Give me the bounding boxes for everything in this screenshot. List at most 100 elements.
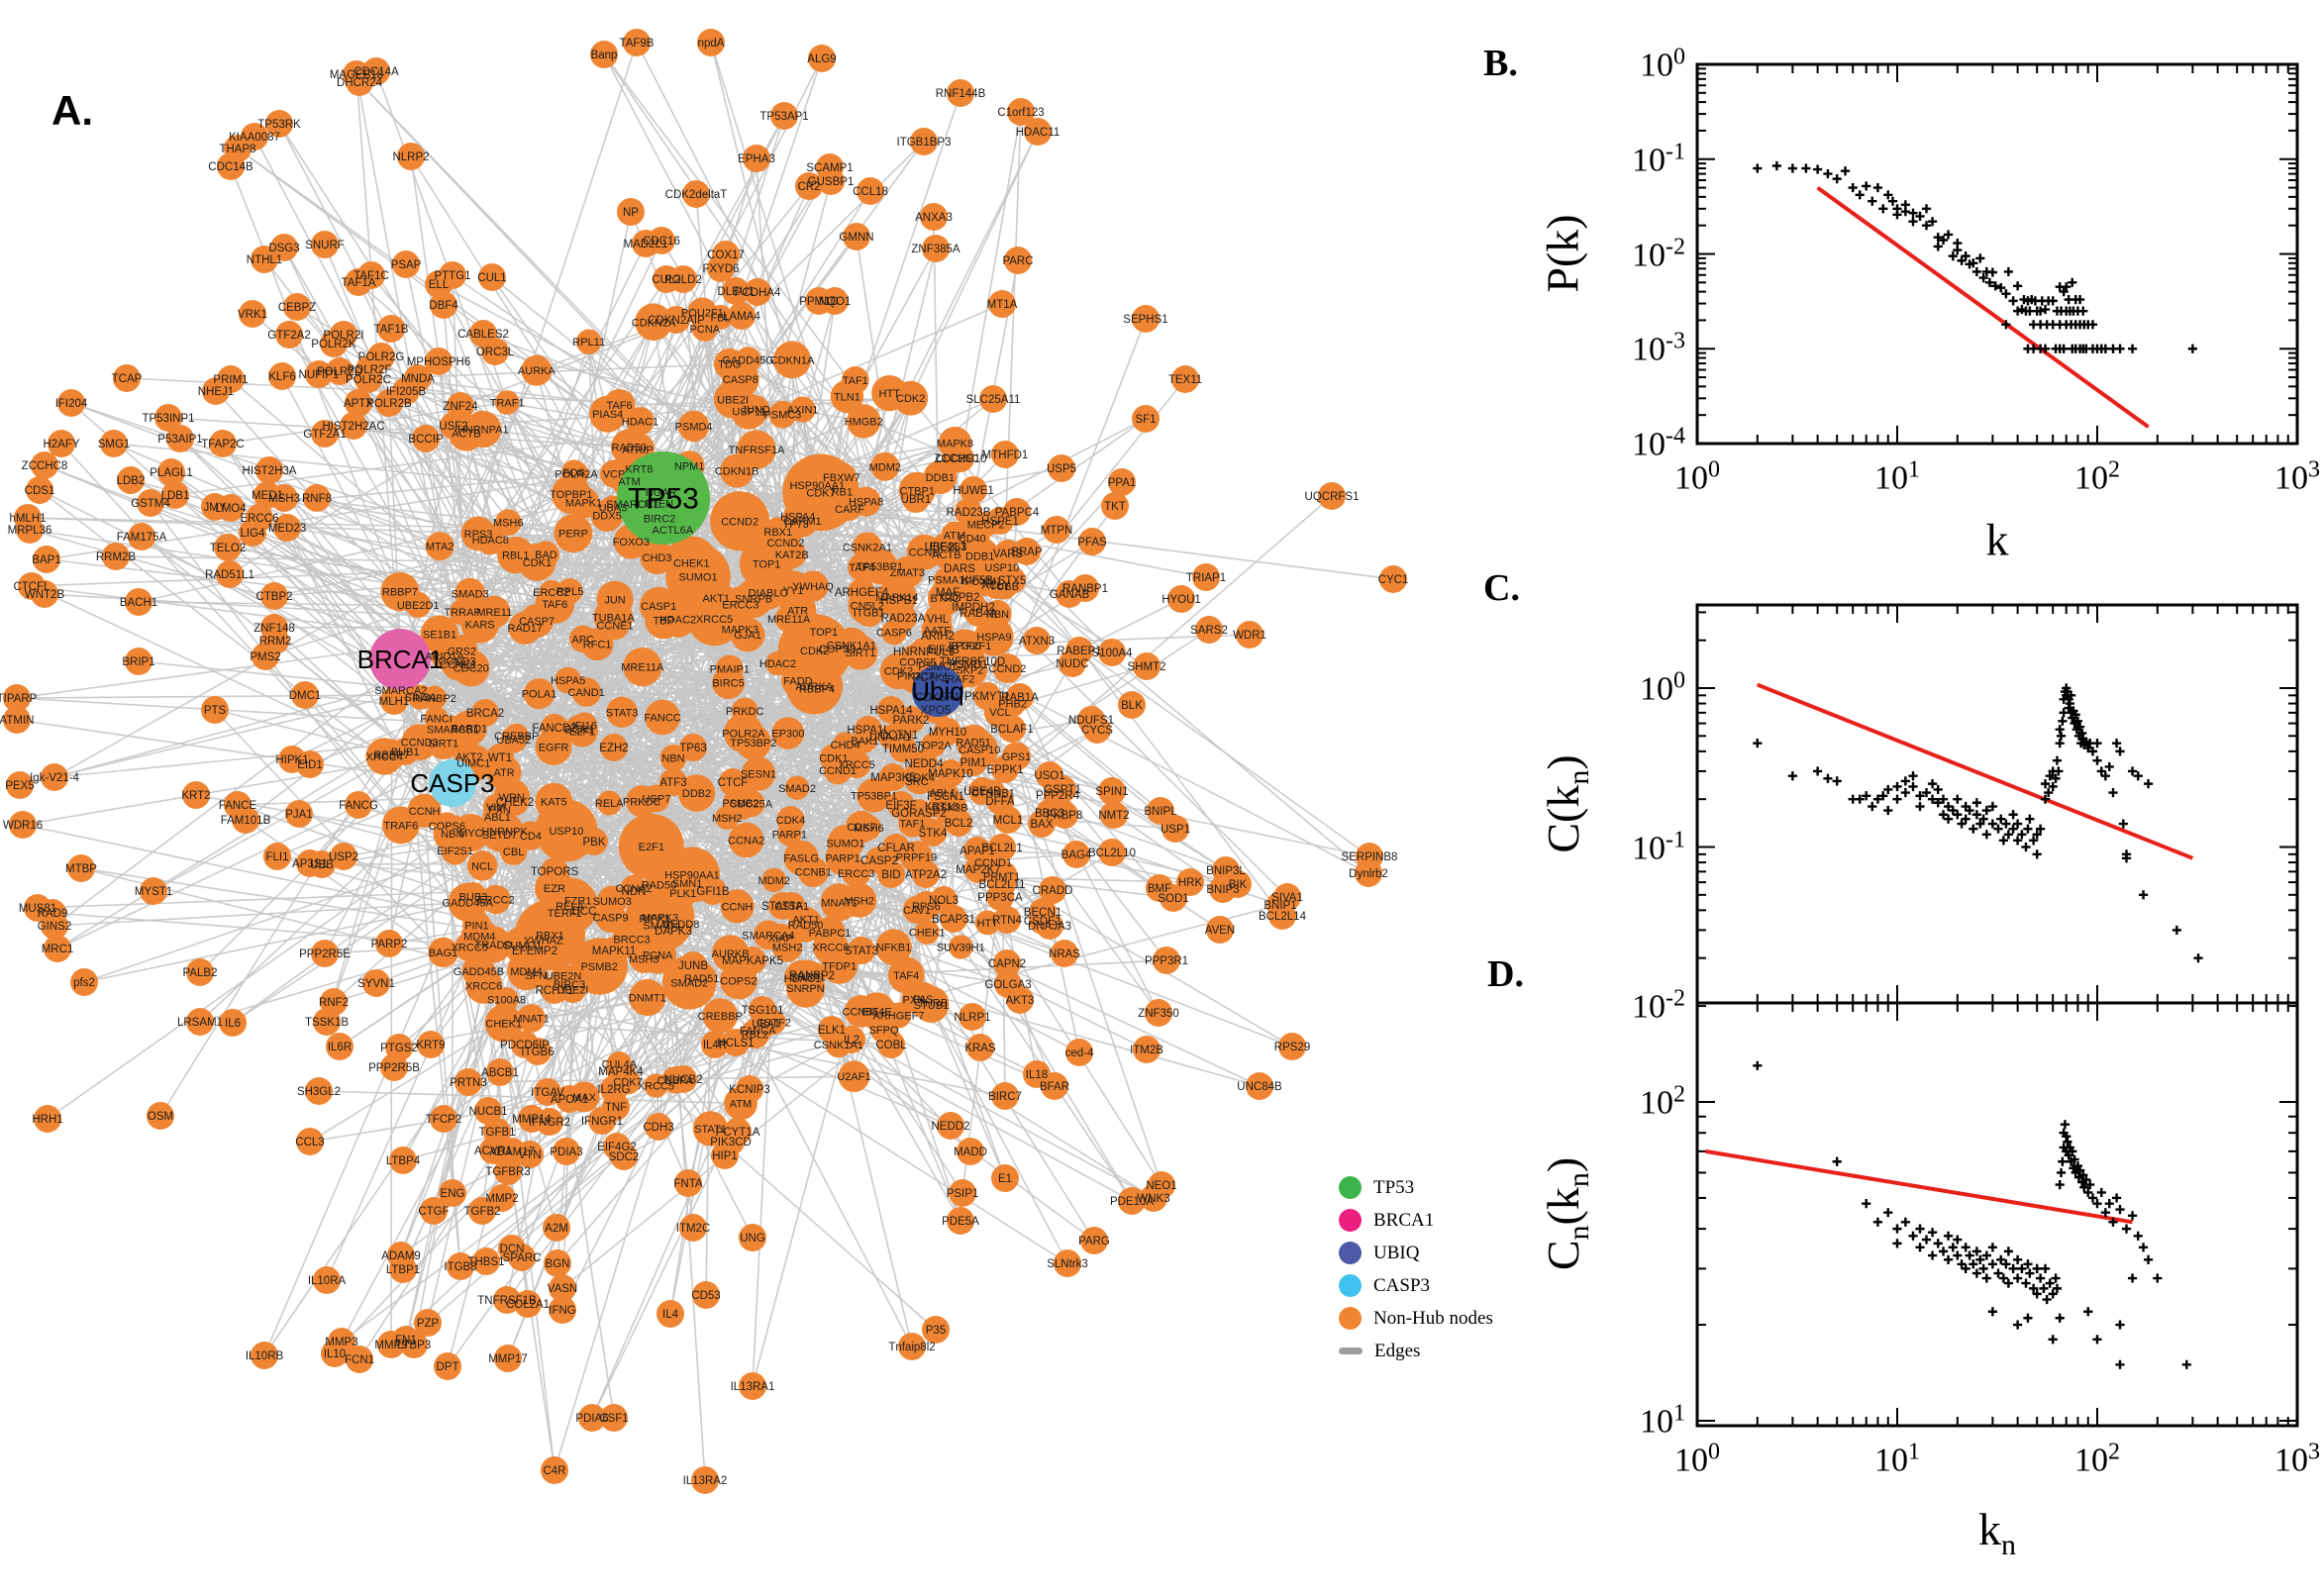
network-node [571,712,598,739]
network-node [639,936,677,974]
network-node [979,385,1007,413]
network-node [800,671,834,706]
network-node [629,978,666,1017]
network-node [321,1340,349,1367]
network-edge [399,658,862,828]
network-node [937,759,964,787]
network-node [669,265,697,293]
node-swatch-icon [1339,1273,1362,1297]
network-edge [444,654,939,692]
network-node [837,496,862,521]
network-node [31,580,58,608]
plot-panel-B [1695,62,2299,446]
network-node [481,338,509,365]
tick-label: 102 [2074,456,2120,497]
data-point [1813,164,1823,174]
data-point [1908,1231,1918,1241]
data-point [1953,794,1963,804]
data-point [2051,1273,2061,1283]
network-node [722,1029,750,1056]
network-node [722,277,750,305]
network-node [710,491,770,551]
network-node [273,514,301,542]
network-node [561,459,586,485]
data-point [1753,163,1763,173]
network-node [420,1197,448,1225]
network-node [777,540,807,569]
data-point [1978,1263,1988,1273]
network-node [252,643,279,670]
data-point [1868,801,1877,812]
network-edge [399,278,667,660]
data-point [2042,1294,2052,1305]
data-point [1933,1239,1943,1248]
network-node [265,110,293,138]
data-point [1868,196,1877,206]
network-node [430,1105,457,1133]
network-node [964,599,992,627]
legend-item-edges: Edges [1339,1338,1493,1363]
network-node [345,268,372,296]
data-point [2133,1231,2143,1241]
data-point [1943,814,1954,824]
plot-frame [1695,62,2299,446]
data-point [2092,1335,2102,1345]
fit-line [1816,185,2150,429]
network-node [553,1138,580,1165]
network-edge [341,1021,774,1343]
network-node [376,739,407,770]
network-node [737,789,765,818]
legend-item-non-hub-nodes: Non-Hub nodes [1339,1305,1493,1331]
tick-label: 100 [1674,1439,1720,1479]
data-point [1892,1224,1902,1234]
tick-label: 10-1 [1632,826,1685,867]
network-node [765,650,790,676]
data-point [2133,771,2143,781]
tick-label: 100 [1640,44,1685,84]
legend-label: BRCA1 [1373,1209,1435,1231]
network-node [664,536,719,590]
plot-ticks [1697,605,2297,1003]
network-node [251,246,278,273]
data-point [2127,1211,2138,1221]
network-node [140,877,167,905]
network-legend: TP53 BRCA1 UBIQ CASP3 Non-Hub nodes Edges [1339,1174,1493,1363]
network-node [251,1342,278,1369]
network-edge [399,658,528,972]
network-node [1048,454,1075,482]
data-point [2040,1263,2051,1273]
network-node [377,315,405,343]
network-node [960,476,987,504]
network-node [326,357,354,385]
data-point [1883,784,1893,795]
data-point [1887,196,1898,206]
network-node [988,290,1016,318]
data-point [2127,1273,2138,1283]
data-point [2181,1359,2191,1369]
network-node [711,1142,739,1169]
network-node [697,29,725,56]
data-point [1996,1254,2006,1264]
network-node [640,540,674,575]
network-node [600,610,630,641]
network-node [707,254,735,282]
network-node [494,1157,522,1185]
data-point [1908,217,1918,227]
network-node [400,1331,428,1358]
network-node [922,1316,950,1344]
data-point [1855,190,1865,200]
network-node [588,1107,616,1135]
data-point [2143,779,2154,789]
network-node [70,968,98,996]
network-node [285,800,313,828]
network-node [713,348,746,380]
network-node [1007,98,1035,126]
legend-label: UBIQ [1373,1242,1420,1263]
data-point [2060,1120,2070,1130]
network-node [773,341,811,379]
network-node [468,1197,496,1225]
network-node [521,354,553,386]
data-point [1996,814,2006,824]
data-point [2021,1278,2031,1288]
network-panel: CDK2CCND2SUMO1CHEK1XRCC5CDK7TOP1AURKARBX… [0,29,1408,1494]
